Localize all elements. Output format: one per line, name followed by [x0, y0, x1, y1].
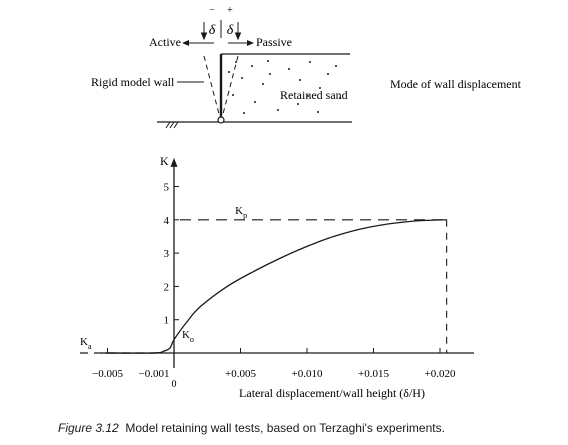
active-wall-position [203, 55, 220, 115]
y-tick-label: 4 [164, 215, 170, 227]
sand-label: Retained sand [280, 88, 348, 102]
delta-right-symbol: δ [227, 23, 234, 38]
kp-annotation: Kp [235, 205, 247, 220]
wall-hinge [217, 116, 225, 124]
x-tick-label: +0.015 [358, 368, 389, 380]
figure-caption: Figure 3.12 Model retaining wall tests, … [58, 421, 445, 435]
active-label: Active [149, 35, 181, 49]
x-tick-label: −0.001 [139, 368, 170, 380]
delta-markers [200, 20, 242, 41]
x-tick-label: +0.010 [292, 368, 323, 380]
sand-dots [228, 60, 341, 114]
active-arrow-head [182, 40, 189, 46]
delta-minus-sign: − [209, 5, 215, 16]
caption-label: Figure 3.12 [58, 421, 119, 435]
delta-left-symbol: δ [209, 23, 216, 38]
x-axis-label: Lateral displacement/wall height (δ/H) [239, 386, 425, 400]
x-tick-label: +0.005 [225, 368, 256, 380]
x-tick-label: +0.020 [425, 368, 456, 380]
y-tick-label: 5 [164, 182, 170, 194]
y-tick-label: 2 [164, 281, 170, 293]
y-axis-label: K [160, 154, 169, 168]
wall-diagram: − + δ δ Active Passive Rigid model wall … [91, 5, 522, 129]
x-tick-label: −0.005 [92, 368, 123, 380]
caption-text: Model retaining wall tests, based on Ter… [125, 421, 445, 435]
passive-arrow-head [247, 40, 254, 46]
ka-annotation: Ka [80, 336, 92, 351]
passive-label: Passive [256, 35, 292, 49]
y-tick-label: 1 [164, 315, 170, 327]
y-axis-arrow [170, 157, 178, 167]
delta-plus-sign: + [227, 5, 233, 16]
ground-hatch [165, 121, 179, 129]
y-tick-label: 3 [164, 248, 170, 260]
mode-label: Mode of wall displacement [390, 77, 522, 91]
passive-wall-position [222, 55, 239, 115]
wall-label: Rigid model wall [91, 75, 175, 89]
k-displacement-chart: K −0.005 −0.001 +0.005 +0.010 +0.015 +0.020 1… [80, 154, 474, 400]
x-zero-label: 0 [172, 379, 177, 390]
k-curve-series [100, 219, 447, 354]
k0-annotation: Ko [182, 329, 194, 344]
